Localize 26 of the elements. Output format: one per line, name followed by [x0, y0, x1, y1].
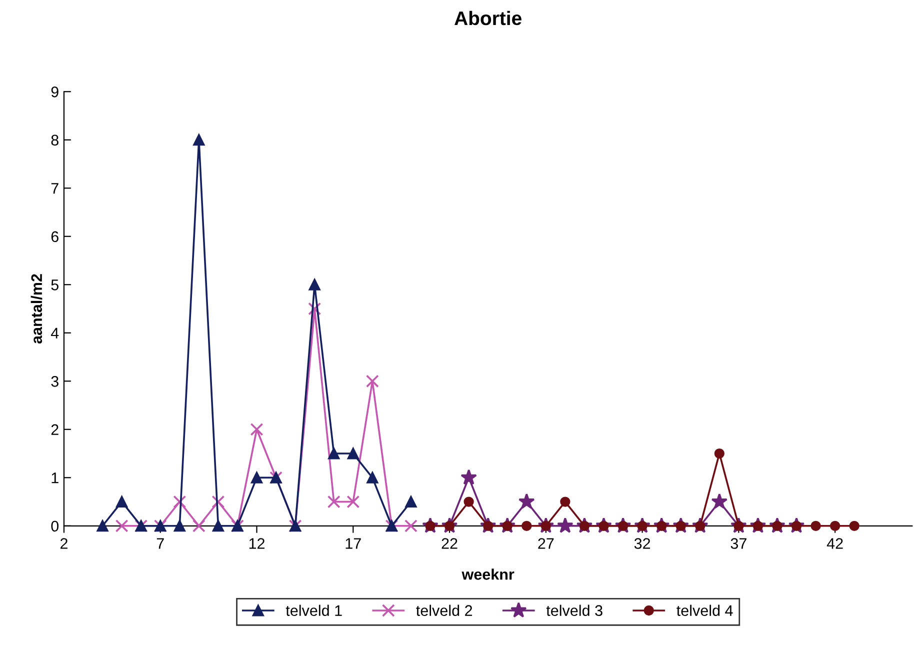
y-tick-label: 9 [51, 86, 58, 98]
x-tick-label: 17 [346, 538, 361, 549]
legend-label: telveld 3 [546, 604, 602, 616]
legend-label: telveld 1 [286, 604, 342, 616]
x-tick-label: 22 [442, 538, 458, 549]
x-tick-label: 7 [156, 538, 164, 549]
y-axis-title: aantal/m2 [30, 274, 42, 344]
y-tick-label: 7 [51, 183, 58, 194]
x-tick-label: 12 [249, 538, 264, 549]
y-tick-label: 5 [51, 280, 58, 290]
x-axis-title: weeknr [462, 568, 514, 580]
chart-title: Abortie [454, 10, 522, 26]
legend-label: telveld 4 [676, 604, 733, 616]
y-tick-label: 4 [50, 328, 59, 338]
legend-label: telveld 2 [416, 604, 472, 616]
y-tick-label: 8 [51, 134, 58, 146]
x-tick-label: 32 [634, 538, 650, 549]
y-tick-label: 0 [51, 520, 59, 532]
y-tick-label: 3 [51, 376, 58, 387]
y-tick-label: 6 [51, 231, 58, 242]
x-tick-label: 37 [730, 538, 746, 549]
x-tick-label: 27 [538, 538, 554, 549]
y-tick-label: 2 [51, 424, 58, 435]
x-tick-label: 42 [826, 538, 843, 549]
y-tick-label: 1 [52, 472, 58, 484]
x-tick-label: 2 [60, 538, 68, 549]
